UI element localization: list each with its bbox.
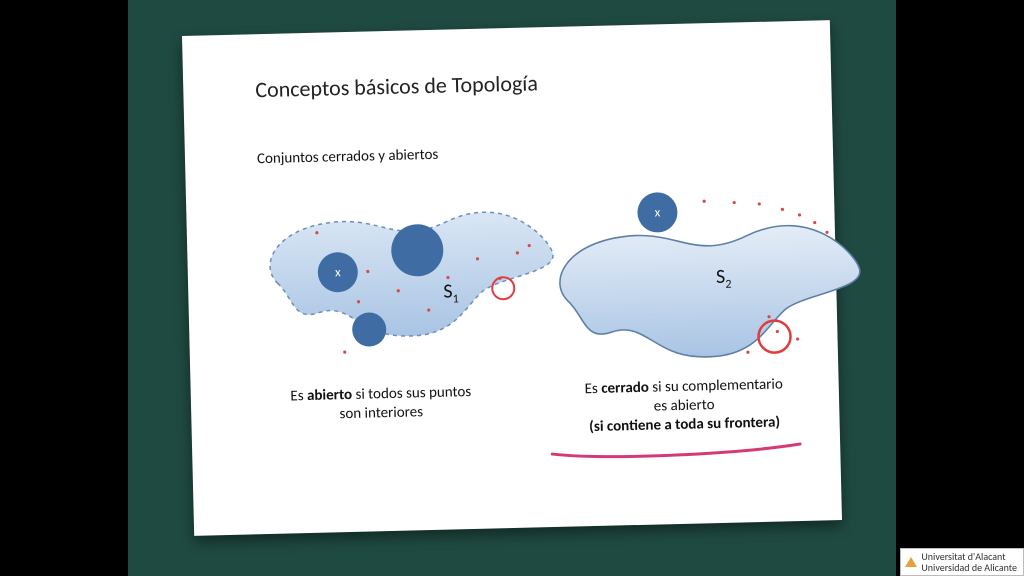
attribution-badge: Universitat d'Alacant Universidad de Ali… xyxy=(900,548,1024,576)
attribution-text: Universitat d'Alacant Universidad de Ali… xyxy=(921,551,1017,573)
slide-card: Conceptos básicos de Topología Conjuntos… xyxy=(182,20,842,536)
emphasis-underline xyxy=(182,20,842,536)
attribution-line2: Universidad de Alicante xyxy=(921,562,1017,573)
university-logo-icon xyxy=(905,557,917,567)
video-stage: Conceptos básicos de Topología Conjuntos… xyxy=(128,0,896,576)
